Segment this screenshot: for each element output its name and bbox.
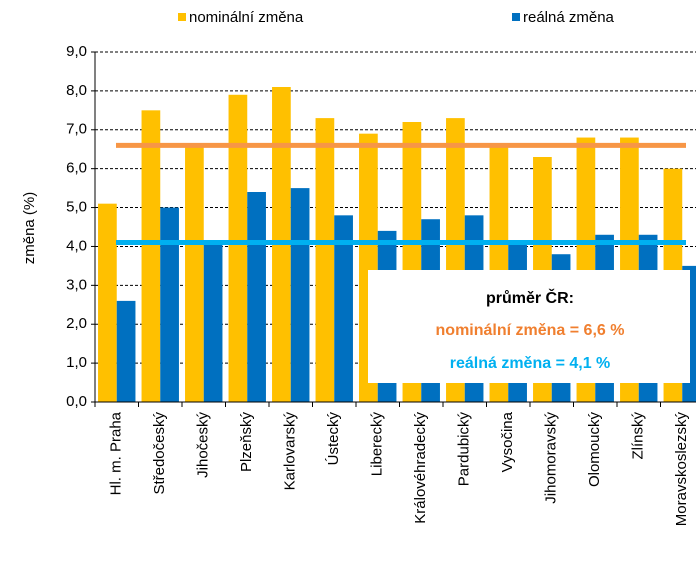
y-tick-label: 5,0 (66, 199, 87, 216)
y-tick-label: 1,0 (66, 354, 87, 371)
y-tick-label: 6,0 (66, 160, 87, 177)
bar (247, 192, 266, 402)
x-tick-label: Liberecký (369, 412, 386, 477)
legend-label: nominální změna (189, 9, 304, 26)
bar (228, 94, 248, 403)
bar (334, 215, 353, 402)
bar (98, 203, 117, 402)
x-tick-label: Jihočeský (195, 412, 212, 478)
y-tick-label: 8,0 (66, 82, 87, 99)
x-tick-label: Karlovarský (282, 412, 299, 491)
x-tick-label: Hl. m. Praha (108, 411, 125, 495)
y-tick-label: 9,0 (66, 43, 87, 60)
annotation-title: průměr ČR: (486, 288, 574, 307)
y-tick-label: 4,0 (66, 237, 87, 254)
x-tick-label: Zlínský (630, 412, 647, 460)
annotation-line: nominální změna = 6,6 % (436, 322, 625, 339)
bar (290, 188, 310, 402)
bar (203, 242, 223, 402)
x-tick-label: Vysočina (499, 411, 516, 472)
bar (315, 118, 335, 402)
bar (160, 207, 179, 402)
legend-swatch (178, 13, 186, 21)
annotation-line: reálná změna = 4,1 % (450, 355, 611, 372)
y-tick-label: 3,0 (66, 276, 87, 293)
x-tick-label: Olomoucký (586, 412, 603, 488)
y-tick-label: 2,0 (66, 315, 87, 332)
bar (185, 145, 204, 403)
x-tick-label: Jihomoravský (543, 412, 560, 504)
x-tick-label: Středočeský (151, 412, 168, 495)
bar (141, 110, 161, 402)
legend-label: reálná změna (523, 9, 615, 26)
x-tick-label: Pardubický (456, 412, 473, 487)
y-axis-label: změna (%) (21, 192, 38, 265)
x-tick-label: Královéhradecký (412, 412, 429, 524)
annotation-box (368, 270, 690, 383)
x-tick-label: Moravskoslezský (673, 412, 690, 527)
y-tick-label: 7,0 (66, 121, 87, 138)
bar (116, 300, 136, 402)
y-tick-label: 0,0 (66, 393, 87, 410)
x-tick-label: Ústecký (325, 412, 342, 466)
x-tick-label: Plzeňský (238, 412, 255, 473)
legend-swatch (512, 13, 520, 21)
